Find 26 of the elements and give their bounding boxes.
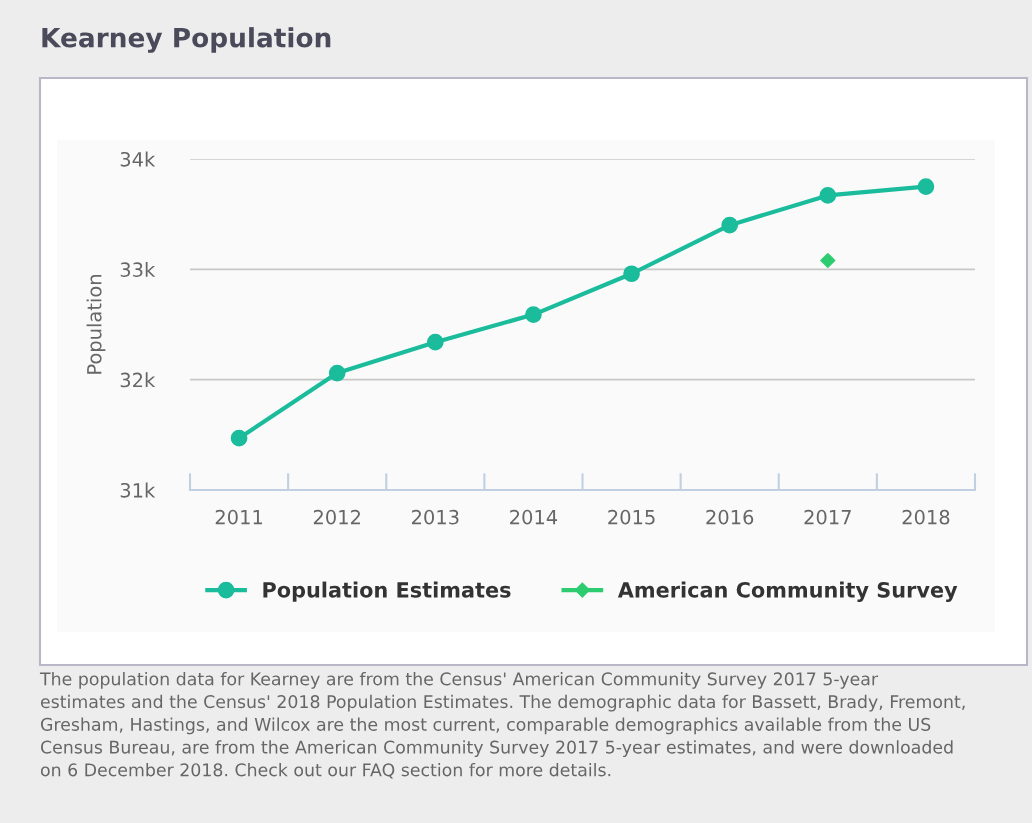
point xyxy=(917,178,935,195)
y-axis-title: Population xyxy=(86,275,106,374)
x-tick-label: 2012 xyxy=(313,509,360,525)
point xyxy=(426,333,444,351)
x-tick-label: 2014 xyxy=(510,509,558,525)
x-tick-label: 2011 xyxy=(215,509,263,525)
x-tick-label: 2016 xyxy=(706,509,754,525)
point xyxy=(230,429,248,447)
x-tick-label: 2015 xyxy=(608,509,655,525)
point xyxy=(525,306,542,323)
x-tick-label: 2017 xyxy=(804,509,851,525)
point xyxy=(328,364,346,382)
point xyxy=(820,252,836,269)
point xyxy=(623,265,640,283)
legend-label: Population Estimates xyxy=(263,581,511,602)
x-tick-label: 2013 xyxy=(411,509,459,525)
x-tick-label: 2018 xyxy=(902,509,950,525)
y-tick-label: 33k xyxy=(120,261,156,277)
point xyxy=(721,216,739,234)
y-tick-label: 32k xyxy=(120,372,156,388)
y-tick-label: 34k xyxy=(120,151,156,167)
legend-label: American Community Survey xyxy=(617,581,958,602)
y-tick-label: 31k xyxy=(120,482,156,498)
text: The population data for Kearney are from the Census' American Community Survey 2017 5-year estimates and the Census' 2018 Population Estimates. The demographic data for Bassett, Brady, Fremont, Gresham, Hastings, and Wilcox are the most current, comparable demographics available from the US Census Bureau, are from the American Community Survey 2017 5-year estimates, and were downloaded on 6 December 2018. Check out our FAQ section for more details. xyxy=(39,672,965,779)
chart-title: Kearney Population xyxy=(42,27,331,53)
point xyxy=(819,187,837,204)
